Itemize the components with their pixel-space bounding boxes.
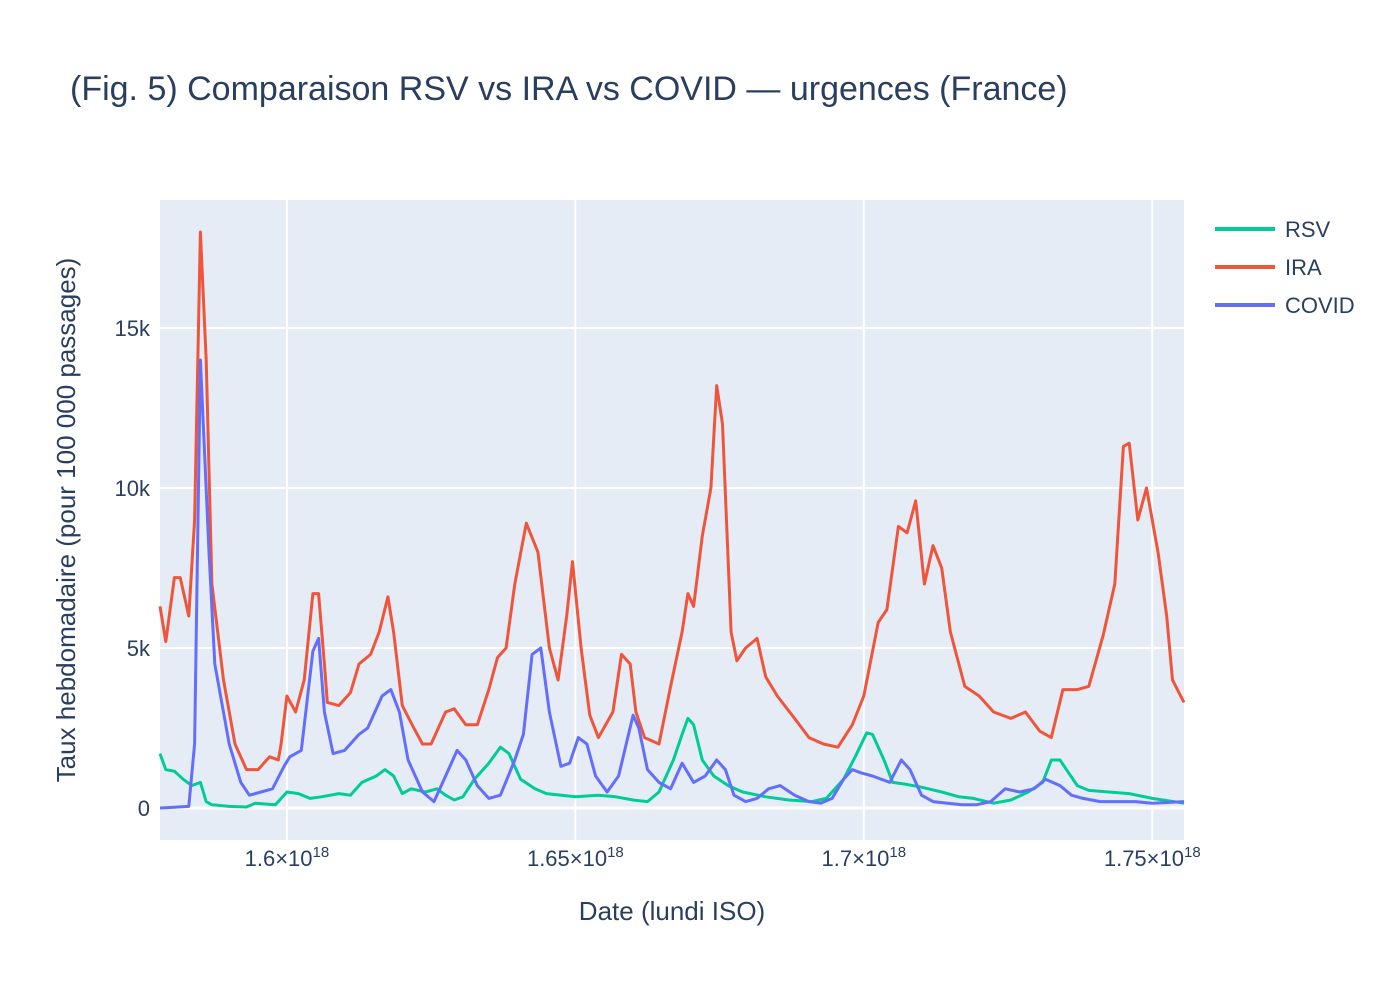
legend-label-covid: COVID [1285, 293, 1355, 318]
legend-label-ira: IRA [1285, 255, 1322, 280]
x-tick-label-1: 1.65×1018 [527, 844, 624, 871]
legend-item-covid[interactable]: COVID [1215, 293, 1355, 318]
series-lines [158, 230, 1186, 810]
y-tick-label-2: 10k [115, 476, 151, 501]
x-axis-title: Date (lundi ISO) [579, 896, 765, 926]
x-tick-label-3: 1.75×1018 [1104, 844, 1201, 871]
x-axis-ticks: 1.6×1018 1.65×1018 1.7×1018 1.75×1018 [245, 844, 1201, 871]
y-axis-title: Taux hebdomadaire (pour 100 000 passages… [51, 258, 81, 783]
grid-lines [160, 200, 1184, 840]
series-line-covid[interactable] [159, 358, 1185, 810]
legend-item-rsv[interactable]: RSV [1215, 217, 1331, 242]
series-line-rsv[interactable] [158, 716, 1185, 809]
chart-title: (Fig. 5) Comparaison RSV vs IRA vs COVID… [70, 70, 1068, 108]
legend[interactable]: RSV IRA COVID [1215, 217, 1355, 318]
y-axis-ticks: 0 5k 10k 15k [115, 316, 151, 821]
series-line-ira[interactable] [158, 230, 1186, 772]
legend-item-ira[interactable]: IRA [1215, 255, 1322, 280]
plot-background [160, 200, 1184, 840]
legend-label-rsv: RSV [1285, 217, 1331, 242]
x-tick-label-2: 1.7×1018 [822, 844, 907, 871]
y-tick-label-3: 15k [115, 316, 151, 341]
y-tick-label-1: 5k [127, 636, 151, 661]
x-tick-label-0: 1.6×1018 [245, 844, 330, 871]
y-tick-label-0: 0 [138, 796, 150, 821]
